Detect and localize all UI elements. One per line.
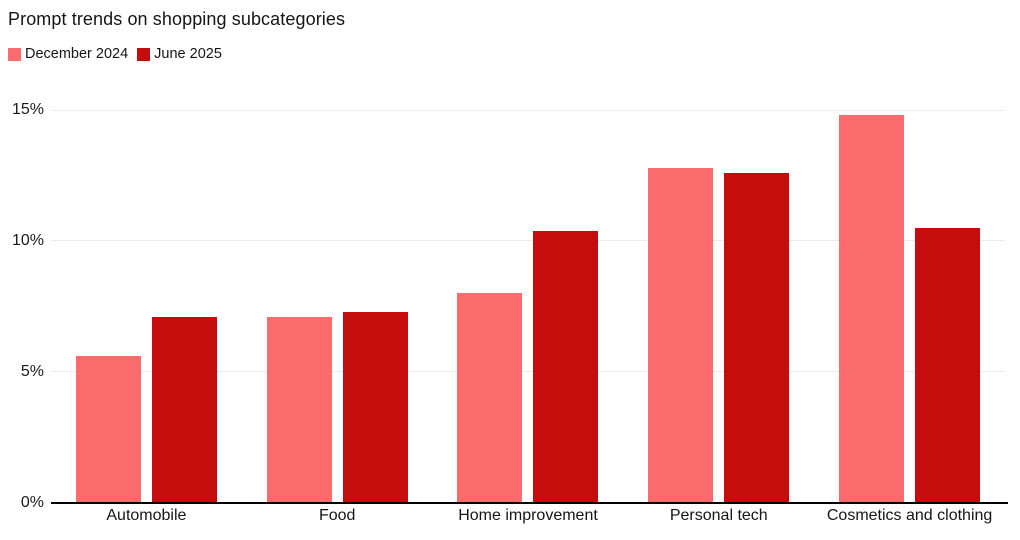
gridline-5% bbox=[51, 371, 1005, 373]
bar-group-personal-tech bbox=[623, 110, 814, 503]
bar-december-2024-personal-tech bbox=[648, 167, 714, 503]
bar-group-home-improvement bbox=[433, 110, 624, 503]
x-label-automobile: Automobile bbox=[106, 507, 187, 524]
gridline-15% bbox=[51, 109, 1005, 111]
bar-december-2024-food bbox=[266, 316, 332, 503]
bar-groups bbox=[51, 110, 1005, 503]
legend-item-june-2025: June 2025 bbox=[137, 46, 222, 62]
bar-group-food bbox=[242, 110, 433, 503]
bar-december-2024-home-improvement bbox=[457, 293, 523, 503]
x-label-food: Food bbox=[318, 507, 356, 524]
bar-december-2024-cosmetics-and-clothing bbox=[839, 115, 905, 503]
legend-label-december-2024: December 2024 bbox=[25, 46, 129, 62]
y-tick-label-15%: 15% bbox=[11, 101, 44, 118]
legend-label-june-2025: June 2025 bbox=[154, 46, 222, 62]
plot-area: 0% 5% 10% 15% bbox=[12, 101, 1008, 511]
legend: December 2024 June 2025 bbox=[8, 46, 222, 62]
y-tick-label-10%: 10% bbox=[11, 231, 44, 249]
bar-june-2025-automobile bbox=[151, 316, 217, 503]
legend-swatch-december-2024 bbox=[8, 47, 21, 61]
legend-item-december-2024: December 2024 bbox=[8, 46, 128, 62]
bar-june-2025-home-improvement bbox=[533, 230, 599, 503]
y-tick-label-0%: 0% bbox=[20, 494, 44, 511]
y-tick-label-5%: 5% bbox=[20, 362, 44, 380]
bar-june-2025-personal-tech bbox=[724, 172, 790, 503]
legend-swatch-june-2025 bbox=[137, 47, 151, 61]
bar-december-2024-automobile bbox=[75, 356, 141, 503]
x-axis-category-labels: Automobile Food Home improvement Personal t… bbox=[51, 507, 1005, 525]
x-axis-line bbox=[51, 502, 1008, 504]
bar-group-cosmetics-and-clothing bbox=[814, 110, 1005, 503]
bar-june-2025-food bbox=[342, 311, 408, 503]
x-label-home-improvement: Home improvement bbox=[458, 507, 598, 524]
x-label-cosmetics-and-clothing: Cosmetics and clothing bbox=[826, 507, 993, 524]
bar-june-2025-cosmetics-and-clothing bbox=[915, 227, 981, 503]
chart-title: Prompt trends on shopping subcategories bbox=[8, 9, 346, 29]
bar-group-automobile bbox=[51, 110, 242, 503]
x-label-personal-tech: Personal tech bbox=[669, 507, 768, 524]
gridline-10% bbox=[51, 240, 1005, 242]
